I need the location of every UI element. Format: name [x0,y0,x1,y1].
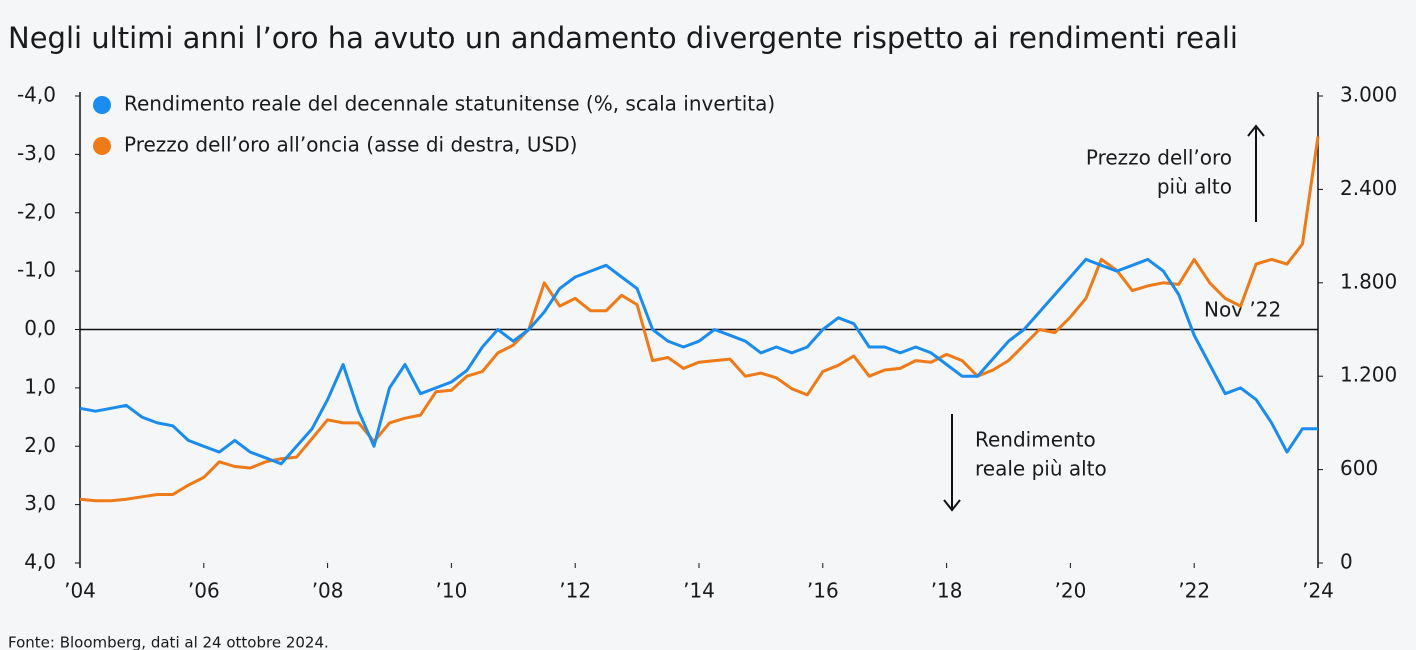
x-tick-label: ’06 [188,579,220,603]
x-tick-label: ’16 [807,579,839,603]
x-tick-label: ’24 [1302,579,1334,603]
y2-tick-label: 1.800 [1340,269,1397,293]
x-tick-label: ’10 [435,579,467,603]
annotation: Prezzo dell’oro [1086,146,1232,170]
chart-title: Negli ultimi anni l’oro ha avuto un anda… [8,21,1238,55]
annotation: reale più alto [975,457,1107,481]
source: Fonte: Bloomberg, dati al 24 ottobre 202… [8,634,329,650]
y2-tick-label: 3.000 [1340,83,1397,107]
y-tick-label: 2,0 [24,433,56,457]
y2-tick-label: 2.400 [1340,176,1397,200]
x-tick-label: ’04 [64,579,96,603]
x-tick-label: ’20 [1054,579,1086,603]
y-tick-label: 1,0 [24,374,56,398]
y-tick-label: -1,0 [17,258,56,282]
x-tick-label: ’22 [1178,579,1210,603]
legend-marker [93,137,111,155]
y-tick-label: -4,0 [17,83,56,107]
y2-tick-label: 1.200 [1340,363,1397,387]
y-tick-label: 4,0 [24,550,56,574]
x-tick-label: ’14 [683,579,715,603]
y2-tick-label: 600 [1340,456,1378,480]
x-tick-label: ’08 [312,579,344,603]
x-tick-label: ’18 [931,579,963,603]
annotation: più alto [1157,175,1232,199]
series-line [79,257,1318,466]
arrow-head [943,499,961,512]
y-tick-label: -3,0 [17,141,56,165]
y-tick-label: -2,0 [17,199,56,223]
arrow-head [1247,124,1265,137]
y-tick-label: 3,0 [24,491,56,515]
legend-label: Prezzo dell’oro all’oncia (asse di destr… [124,133,577,157]
legend-label: Rendimento reale del decennale statunite… [124,92,775,116]
legend-marker [93,96,111,114]
x-tick-label: ’12 [559,579,591,603]
annotation: Rendimento [975,428,1096,452]
y-tick-label: 0,0 [24,316,56,340]
y2-tick-label: 0 [1340,550,1353,574]
